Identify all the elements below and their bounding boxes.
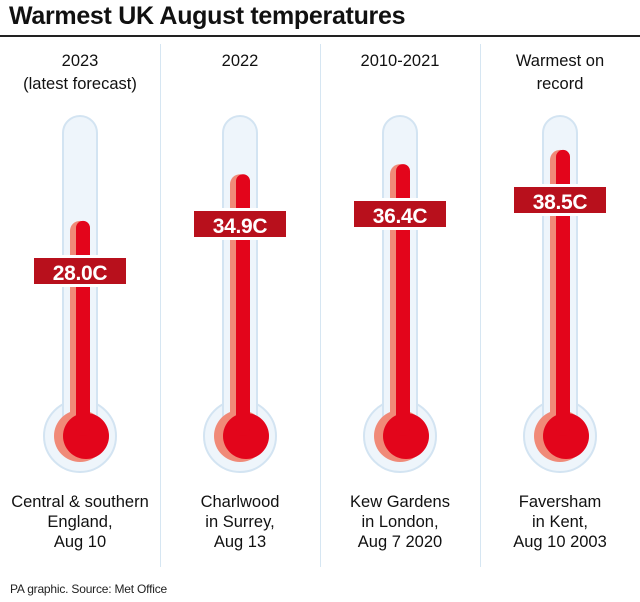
thermometer-column-2010-2021: 2010-2021 36.4C Kew Gardens in London, A… [320,44,480,567]
category-label: Warmest on record [515,52,605,93]
mercury-bulb [223,413,269,459]
title-rule [0,35,640,37]
location-label: Central & southern England, Aug 10 [11,493,149,551]
thermometer-column-2023: 2023 (latest forecast) 28.0C Central & s… [0,44,160,567]
category-label: 2023 (latest forecast) [23,52,137,93]
mercury-column [76,220,90,436]
thermometer-column-2022: 2022 34.9C Charlwood in Surrey, Aug 13 [160,44,320,567]
column-divider [320,44,321,567]
mercury-bulb [383,413,429,459]
category-label: 2022 [221,52,259,70]
column-divider [480,44,481,567]
mercury-column [396,164,410,436]
location-label: Faversham in Kent, Aug 10 2003 [513,493,607,551]
mercury-column [556,149,570,436]
value-label: 36.4C [354,198,446,231]
location-label: Charlwood in Surrey, Aug 13 [200,493,280,551]
value-label: 28.0C [34,254,126,287]
thermometer [203,115,277,473]
column-divider [160,44,161,567]
source-note: PA graphic. Source: Met Office [10,582,167,596]
thermometer-column-record: Warmest on record 38.5C Faversham in Ken… [480,44,640,567]
value-label: 38.5C [514,183,606,216]
category-label: 2010-2021 [360,52,440,70]
mercury-bulb [543,413,589,459]
thermometer [363,115,437,473]
location-label: Kew Gardens in London, Aug 7 2020 [350,493,450,551]
thermometer [43,115,117,473]
chart-title: Warmest UK August temperatures [9,2,406,30]
mercury-bulb [63,413,109,459]
thermometer [523,115,597,473]
value-label: 34.9C [194,208,286,241]
